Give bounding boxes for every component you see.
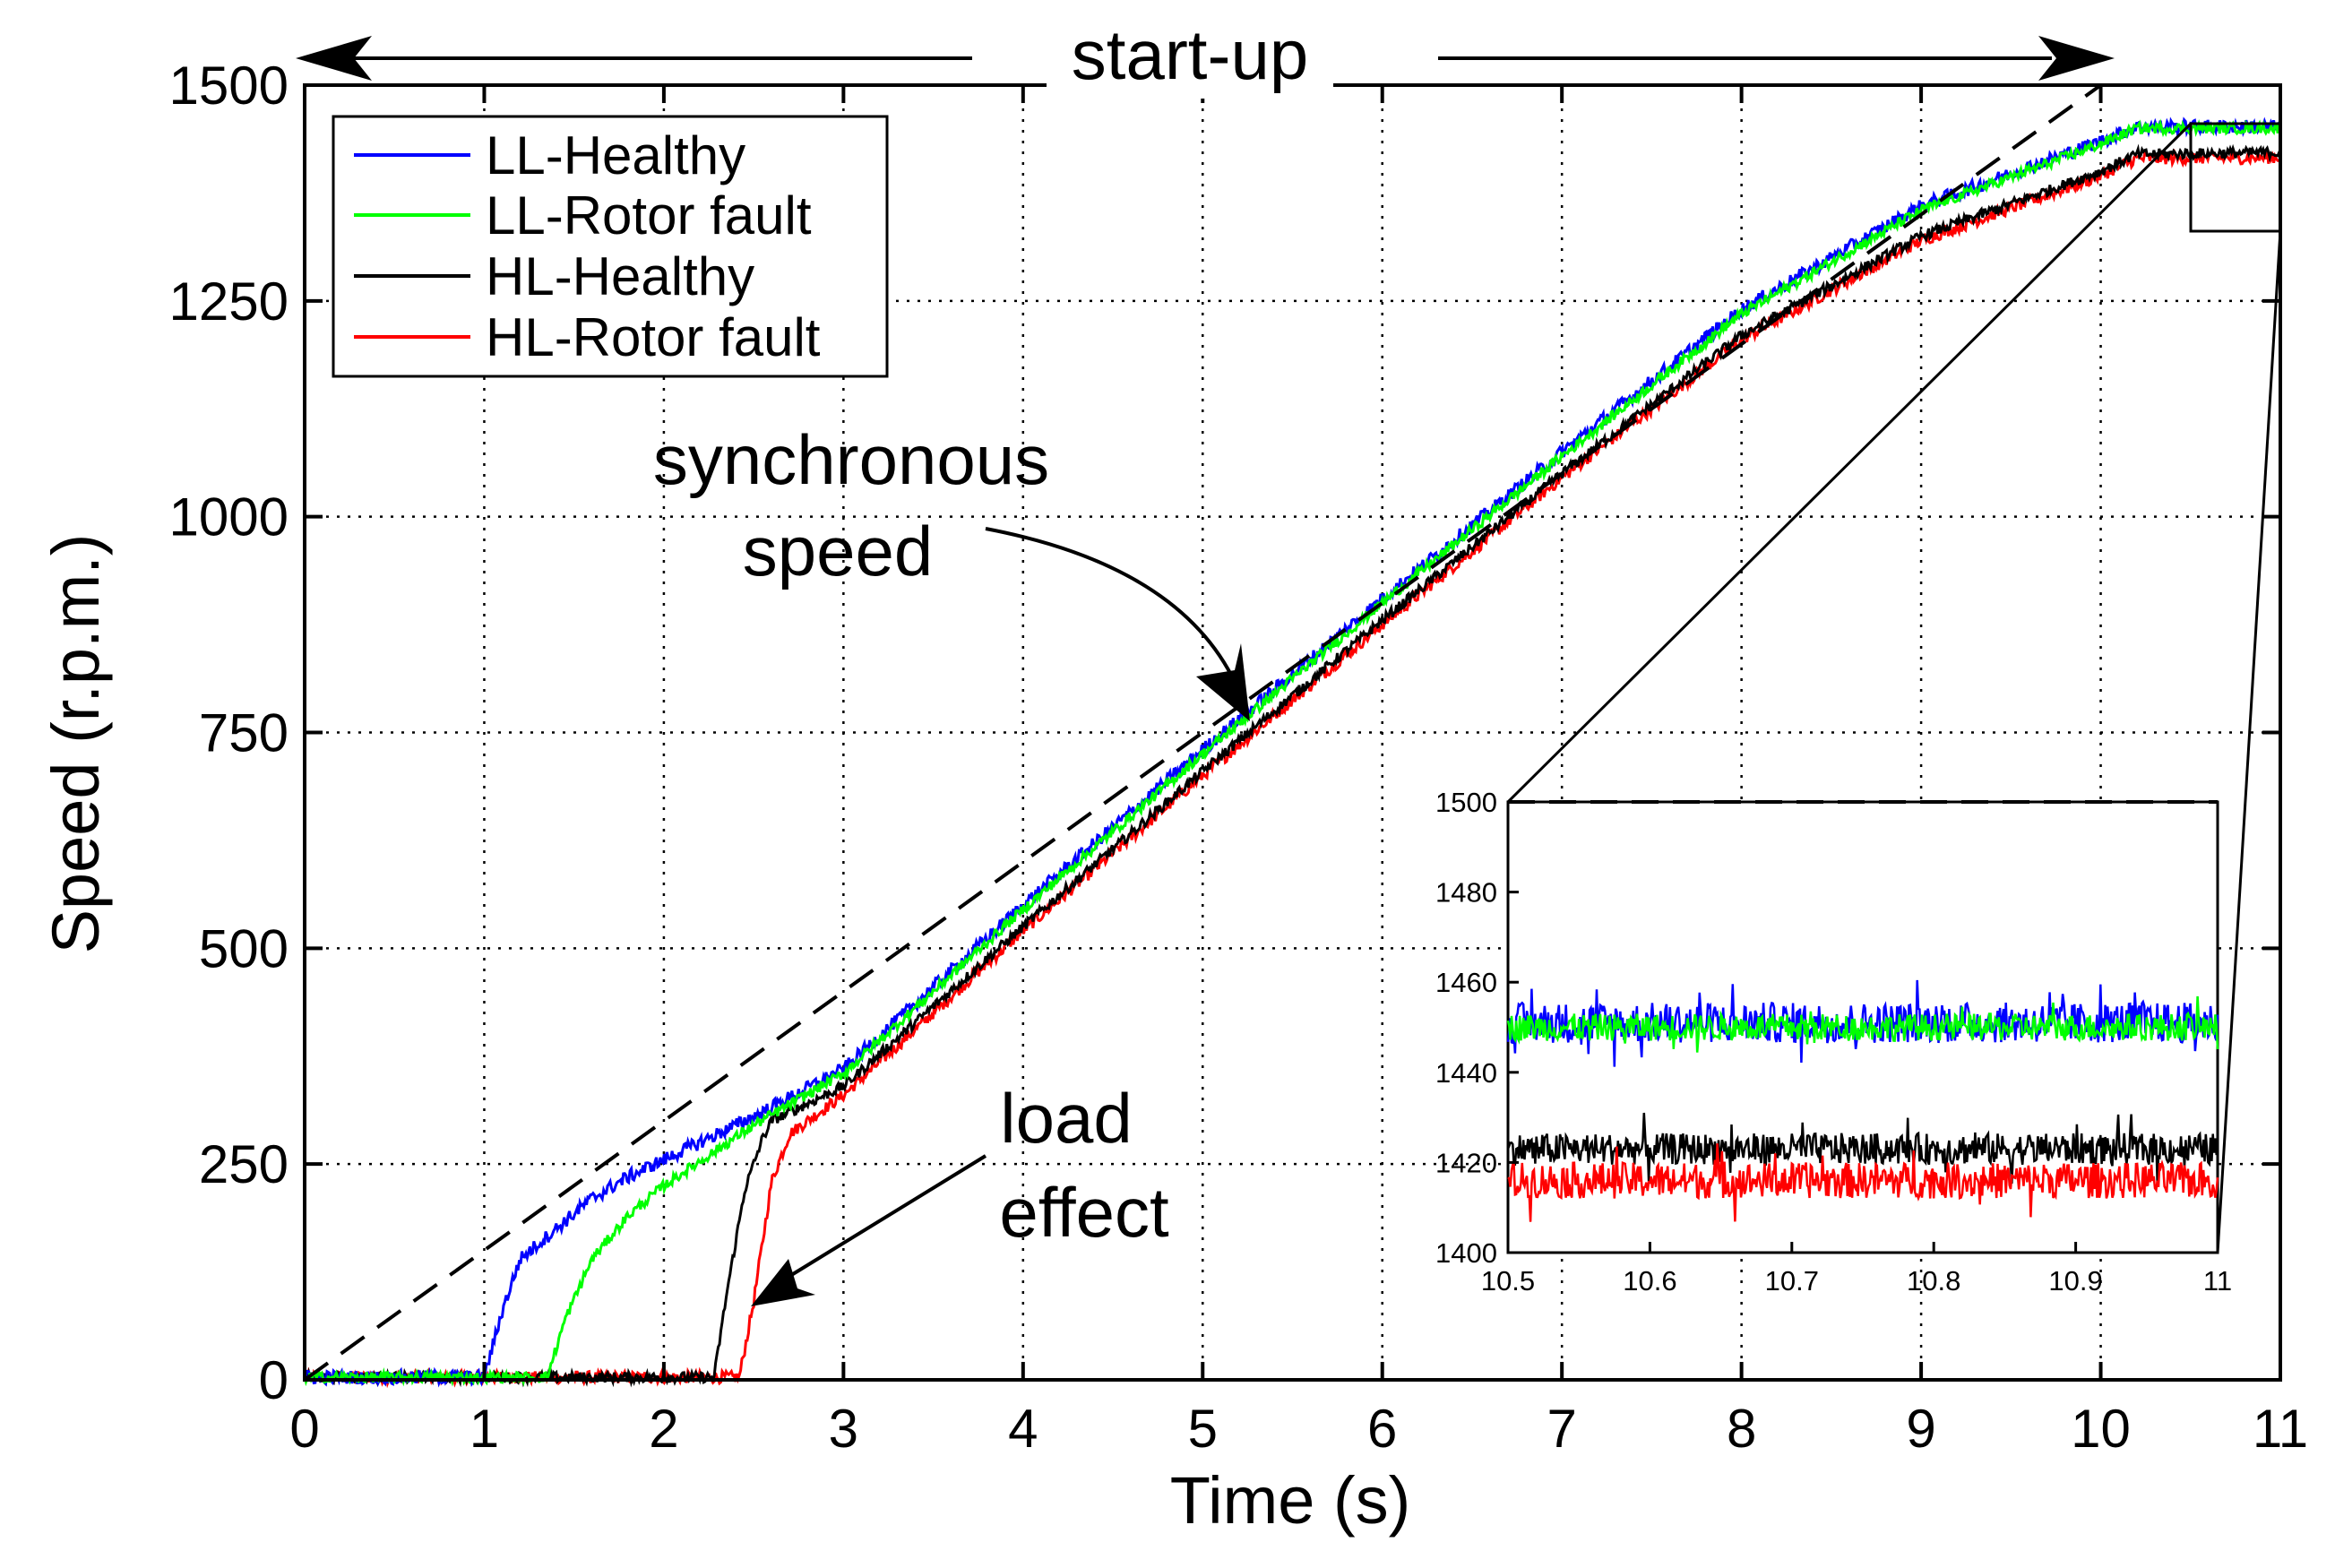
legend-label-ll-healthy: LL-Healthy	[486, 125, 745, 185]
x-tick-label: 9	[1906, 1399, 1935, 1459]
x-tick-label: 4	[1008, 1399, 1038, 1459]
main-ticks: 0 1 2 3 4 5 6 7 8 9 10 11 0 250 500 750 1000 1250 1500	[169, 56, 2309, 1459]
zoom-region-box	[2189, 122, 2282, 233]
series-line-hl-rotor-fault	[303, 148, 2281, 1389]
inset-y-tick-label: 1440	[1435, 1057, 1497, 1089]
x-tick-label: 7	[1547, 1399, 1576, 1459]
x-tick-label: 11	[2253, 1399, 2308, 1459]
legend-label-hl-healthy: HL-Healthy	[486, 246, 754, 306]
inset-series-line-hl-rotor-fault	[1507, 1143, 2219, 1222]
start-up-arrowhead-right	[2038, 36, 2115, 81]
x-tick-label: 10	[2071, 1399, 2131, 1459]
x-tick-label: 8	[1727, 1399, 1756, 1459]
legend: LL-Healthy LL-Rotor fault HL-Healthy HL-…	[332, 115, 889, 378]
zoom-inset: 10.5 10.6 10.7 10.8 10.9 11 1400 1420 1440 1460 14…	[1435, 787, 2232, 1297]
x-axis-label: Time (s)	[1170, 1463, 1411, 1538]
load-effect-arrow	[787, 1154, 987, 1279]
x-tick-label: 6	[1367, 1399, 1397, 1459]
x-tick-label: 1	[470, 1399, 499, 1459]
inset-y-tick-label: 1460	[1435, 967, 1497, 998]
series-line-hl-healthy	[303, 143, 2282, 1388]
speed-label: speed	[743, 512, 934, 590]
x-tick-label: 3	[829, 1399, 858, 1459]
load-label: load	[1000, 1079, 1132, 1158]
zoom-connector-right	[2216, 230, 2282, 1254]
synchronous-speed-arrow	[985, 527, 1234, 677]
y-tick-label: 1250	[169, 271, 289, 332]
load-effect-arrowhead	[751, 1259, 815, 1306]
start-up-arrowhead-left	[296, 36, 372, 81]
zoom-connector-left	[1506, 122, 2193, 804]
synchronous-speed-arrowhead	[1196, 643, 1250, 721]
inset-x-tick-label: 10.7	[1765, 1265, 1819, 1297]
inset-y-tick-label: 1420	[1435, 1147, 1497, 1178]
y-tick-label: 0	[259, 1350, 289, 1410]
inset-series-line-hl-healthy	[1506, 1112, 2219, 1184]
inset-x-tick-label: 10.8	[1907, 1265, 1960, 1297]
y-tick-label: 1000	[169, 487, 289, 547]
inset-x-tick-label: 10.9	[2048, 1265, 2102, 1297]
synchronous-label: synchronous	[653, 420, 1049, 499]
inset-x-tick-label: 10.6	[1623, 1265, 1676, 1297]
y-tick-label: 750	[199, 703, 289, 763]
legend-box	[332, 115, 889, 378]
legend-label-hl-rotor-fault: HL-Rotor fault	[486, 307, 821, 367]
y-axis-label: Speed (r.p.m.)	[39, 534, 113, 954]
x-tick-label: 2	[649, 1399, 678, 1459]
y-tick-label: 250	[199, 1134, 289, 1194]
y-tick-label: 1500	[169, 56, 289, 116]
inset-x-tick-label: 11	[2203, 1265, 2232, 1297]
effect-label: effect	[999, 1173, 1169, 1252]
inset-y-tick-label: 1400	[1435, 1237, 1497, 1269]
inset-x-tick-label: 10.5	[1481, 1265, 1535, 1297]
start-up-label-bg	[1047, 18, 1333, 99]
x-tick-label: 0	[289, 1399, 319, 1459]
legend-label-ll-rotor-fault: LL-Rotor fault	[486, 185, 812, 246]
x-tick-label: 5	[1188, 1399, 1218, 1459]
inset-y-tick-label: 1480	[1435, 877, 1497, 909]
inset-y-tick-label: 1500	[1435, 787, 1497, 818]
y-tick-label: 500	[199, 918, 289, 978]
inset-series-line-ll-rotor-fault	[1506, 995, 2219, 1053]
start-up-label: start-up	[1072, 15, 1308, 94]
